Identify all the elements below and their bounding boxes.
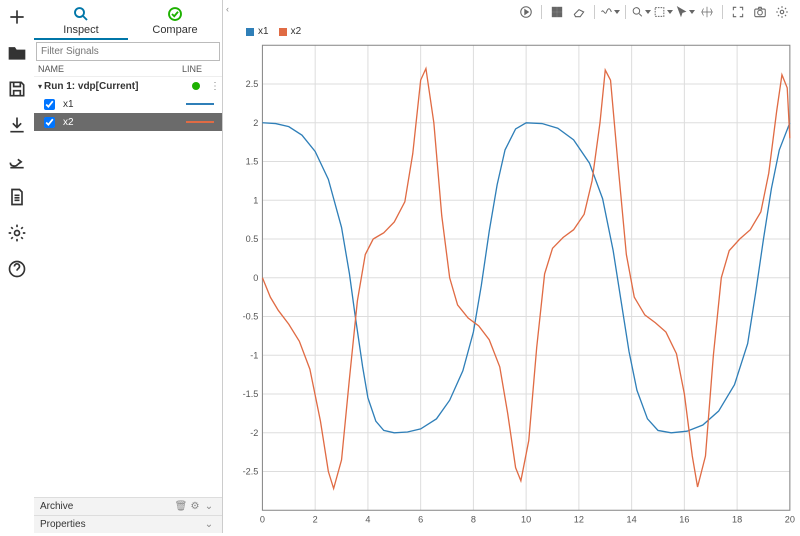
tab-compare-label: Compare [152, 24, 197, 36]
archive-collapse-icon[interactable]: ⌄ [202, 501, 216, 512]
signal-name: x2 [59, 117, 186, 128]
svg-text:0.5: 0.5 [246, 234, 259, 244]
pan-icon[interactable] [697, 2, 717, 22]
filter-signals-input[interactable] [36, 42, 220, 61]
fit-icon[interactable] [728, 2, 748, 22]
tab-inspect[interactable]: Inspect [34, 0, 128, 40]
clear-icon[interactable] [569, 2, 589, 22]
svg-text:2.5: 2.5 [246, 79, 259, 89]
svg-text:2: 2 [253, 118, 258, 128]
run-menu-icon[interactable]: ⋮ [210, 81, 220, 92]
properties-section[interactable]: Properties ⌄ [34, 515, 222, 533]
signals-header: NAME LINE [34, 61, 222, 77]
svg-text:6: 6 [418, 515, 423, 525]
tab-compare[interactable]: Compare [128, 0, 222, 40]
chart[interactable]: 0 2 4 6 8 10 12 14 16 18 20 -2.5 -2 -1.5 -1 -0.5 0 0.5 1 1.… [232, 37, 800, 533]
svg-text:4: 4 [365, 515, 370, 525]
run-status-dot [192, 82, 200, 90]
svg-text:-2.5: -2.5 [243, 467, 259, 477]
svg-text:0: 0 [260, 515, 265, 525]
signal-line-sample [186, 103, 214, 105]
signals-panel: Inspect Compare NAME LINE ▾ Run 1: vdp[C… [34, 0, 223, 533]
run-row[interactable]: ▾ Run 1: vdp[Current] ⋮ [34, 77, 222, 95]
zoom-region-icon[interactable] [653, 2, 673, 22]
signal-checkbox[interactable] [44, 99, 55, 110]
signal-row[interactable]: x2 [34, 113, 222, 131]
zoom-icon[interactable] [631, 2, 651, 22]
archive-label: Archive [40, 501, 73, 512]
svg-text:18: 18 [732, 515, 742, 525]
svg-text:2: 2 [313, 515, 318, 525]
help-icon[interactable] [6, 258, 28, 280]
save-icon[interactable] [6, 78, 28, 100]
svg-text:-0.5: -0.5 [243, 312, 259, 322]
left-rail [0, 0, 34, 533]
col-line: LINE [182, 64, 218, 74]
plot-toolbar [232, 0, 800, 24]
cursor-icon[interactable] [675, 2, 695, 22]
signal-name: x1 [59, 99, 186, 110]
plot-settings-icon[interactable] [772, 2, 792, 22]
properties-label: Properties [40, 519, 86, 530]
signal-line-sample [186, 121, 214, 123]
trash-icon[interactable]: 🗑 [174, 501, 188, 512]
col-name: NAME [38, 64, 182, 74]
run-icon[interactable] [516, 2, 536, 22]
expand-icon[interactable]: ▾ [36, 82, 44, 91]
svg-text:-2: -2 [250, 428, 258, 438]
svg-text:20: 20 [785, 515, 795, 525]
export-icon[interactable] [6, 150, 28, 172]
properties-collapse-icon[interactable]: ⌄ [202, 519, 216, 530]
snapshot-icon[interactable] [750, 2, 770, 22]
legend-item: x2 [279, 26, 302, 37]
settings-icon[interactable] [6, 222, 28, 244]
svg-text:14: 14 [627, 515, 637, 525]
plot-area: x1x2 02468101214161820-2.5-2-1.5-1-0.500… [232, 0, 800, 533]
report-icon[interactable] [6, 186, 28, 208]
svg-text:0: 0 [253, 273, 258, 283]
tab-inspect-label: Inspect [63, 24, 98, 36]
import-icon[interactable] [6, 114, 28, 136]
signal-row[interactable]: x1 [34, 95, 222, 113]
run-label: Run 1: vdp[Current] [44, 81, 192, 92]
svg-text:10: 10 [521, 515, 531, 525]
layout-icon[interactable] [547, 2, 567, 22]
archive-gear-icon[interactable]: ⚙ [188, 501, 202, 512]
new-icon[interactable] [6, 6, 28, 28]
svg-text:1: 1 [253, 195, 258, 205]
archive-section[interactable]: Archive 🗑 ⚙ ⌄ [34, 497, 222, 515]
legend: x1 x2 [232, 24, 800, 37]
signal-type-icon[interactable] [600, 2, 620, 22]
svg-text:-1.5: -1.5 [243, 389, 259, 399]
panel-collapse-handle[interactable]: ‹ [223, 0, 232, 533]
svg-text:-1: -1 [250, 350, 258, 360]
svg-text:12: 12 [574, 515, 584, 525]
folder-icon[interactable] [6, 42, 28, 64]
svg-text:8: 8 [471, 515, 476, 525]
signal-checkbox[interactable] [44, 117, 55, 128]
svg-text:1.5: 1.5 [246, 157, 259, 167]
legend-item: x1 [246, 26, 269, 37]
svg-text:16: 16 [679, 515, 689, 525]
